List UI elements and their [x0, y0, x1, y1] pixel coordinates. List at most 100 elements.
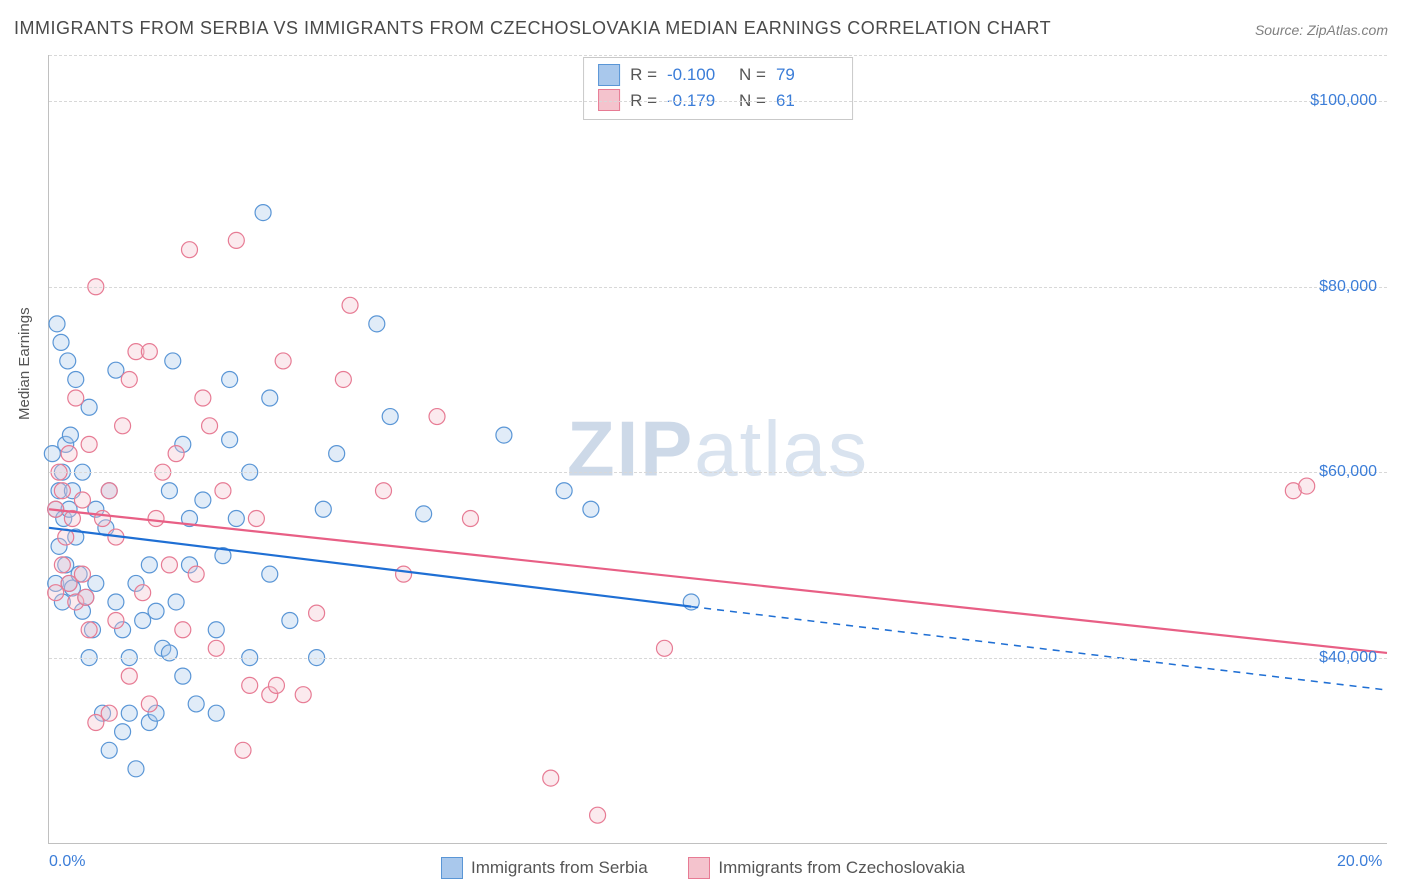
data-point [376, 483, 392, 499]
data-point [496, 427, 512, 443]
data-point [95, 511, 111, 527]
stat-r-label: R = [630, 62, 657, 88]
data-point [315, 501, 331, 517]
y-tick-label: $100,000 [1310, 92, 1377, 110]
data-point [208, 705, 224, 721]
data-point [128, 761, 144, 777]
data-point [148, 603, 164, 619]
gridline [49, 472, 1387, 473]
data-point [49, 316, 65, 332]
data-point [44, 446, 60, 462]
regression-line-extrapolated [691, 607, 1387, 690]
data-point [195, 492, 211, 508]
data-point [188, 696, 204, 712]
data-point [1299, 478, 1315, 494]
data-point [462, 511, 478, 527]
data-point [53, 334, 69, 350]
regression-line [49, 509, 1387, 653]
data-point [396, 566, 412, 582]
stats-row-czech: R = -0.179 N = 61 [598, 88, 838, 114]
data-point [68, 371, 84, 387]
data-point [54, 483, 70, 499]
data-point [141, 696, 157, 712]
data-point [74, 492, 90, 508]
data-point [175, 668, 191, 684]
data-point [108, 613, 124, 629]
data-point [188, 566, 204, 582]
chart-title: IMMIGRANTS FROM SERBIA VS IMMIGRANTS FRO… [14, 18, 1051, 39]
data-point [60, 353, 76, 369]
data-point [165, 353, 181, 369]
data-point [88, 575, 104, 591]
data-point [215, 483, 231, 499]
data-point [108, 362, 124, 378]
data-point [235, 742, 251, 758]
stats-row-serbia: R = -0.100 N = 79 [598, 62, 838, 88]
data-point [121, 668, 137, 684]
data-point [181, 242, 197, 258]
data-point [48, 585, 64, 601]
data-point [242, 677, 258, 693]
data-point [108, 594, 124, 610]
data-point [68, 390, 84, 406]
legend-swatch-serbia [441, 857, 463, 879]
data-point [81, 399, 97, 415]
stats-legend-box: R = -0.100 N = 79 R = -0.179 N = 61 [583, 57, 853, 120]
data-point [101, 483, 117, 499]
legend-item-czech: Immigrants from Czechoslovakia [688, 857, 965, 879]
data-point [195, 390, 211, 406]
data-point [543, 770, 559, 786]
data-point [309, 605, 325, 621]
legend-label-czech: Immigrants from Czechoslovakia [718, 858, 965, 878]
data-point [248, 511, 264, 527]
data-point [382, 409, 398, 425]
data-point [121, 705, 137, 721]
data-point [656, 640, 672, 656]
stat-n-label: N = [739, 88, 766, 114]
data-point [556, 483, 572, 499]
legend-label-serbia: Immigrants from Serbia [471, 858, 648, 878]
legend-swatch-czech [688, 857, 710, 879]
data-point [61, 446, 77, 462]
data-point [329, 446, 345, 462]
stat-r-label: R = [630, 88, 657, 114]
data-point [78, 589, 94, 605]
data-point [115, 418, 131, 434]
data-point [161, 557, 177, 573]
stat-r-czech: -0.179 [667, 88, 729, 114]
data-point [255, 205, 271, 221]
stat-n-label: N = [739, 62, 766, 88]
data-point [62, 427, 78, 443]
gridline [49, 55, 1387, 56]
data-point [208, 640, 224, 656]
data-point [262, 390, 278, 406]
y-tick-label: $40,000 [1319, 649, 1377, 667]
source-attribution: Source: ZipAtlas.com [1255, 22, 1388, 38]
data-point [335, 371, 351, 387]
data-point [228, 232, 244, 248]
data-point [101, 742, 117, 758]
swatch-czech [598, 89, 620, 111]
data-point [282, 613, 298, 629]
data-point [81, 436, 97, 452]
data-point [222, 432, 238, 448]
data-point [208, 622, 224, 638]
data-point [141, 344, 157, 360]
data-point [168, 446, 184, 462]
data-point [115, 724, 131, 740]
data-point [228, 511, 244, 527]
y-tick-label: $60,000 [1319, 463, 1377, 481]
data-point [429, 409, 445, 425]
y-axis-label: Median Earnings [16, 307, 33, 420]
swatch-serbia [598, 64, 620, 86]
chart-svg [49, 55, 1387, 843]
plot-area: ZIPatlas R = -0.100 N = 79 R = -0.179 N … [48, 55, 1387, 844]
data-point [342, 297, 358, 313]
data-point [101, 705, 117, 721]
stat-n-czech: 61 [776, 88, 838, 114]
gridline [49, 287, 1387, 288]
data-point [74, 566, 90, 582]
data-point [88, 714, 104, 730]
data-point [175, 622, 191, 638]
data-point [222, 371, 238, 387]
